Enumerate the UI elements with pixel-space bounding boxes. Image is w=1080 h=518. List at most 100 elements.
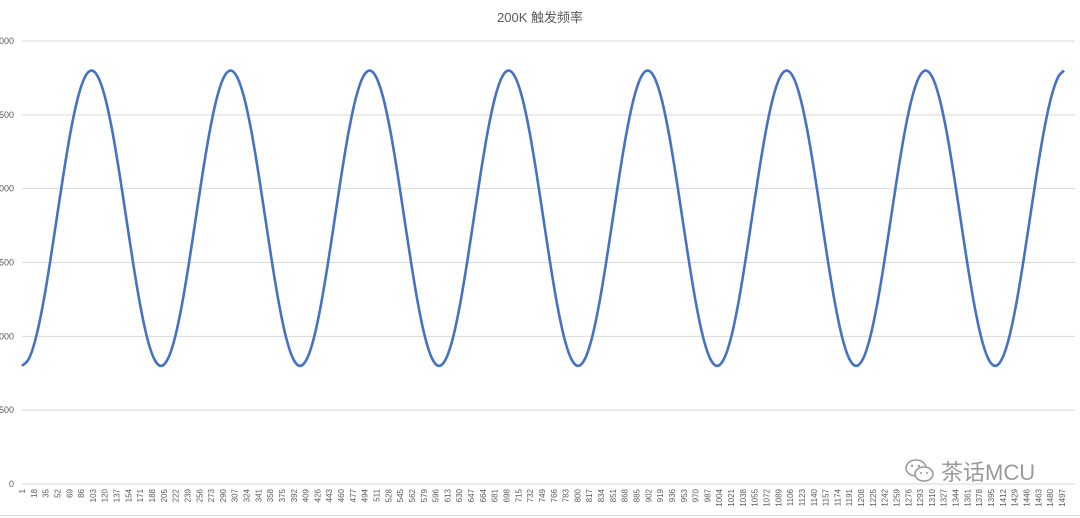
x-tick-label: 222 xyxy=(172,488,181,502)
x-tick-label: 1123 xyxy=(798,488,807,506)
x-tick-label: 1157 xyxy=(822,488,831,506)
x-tick-label: 936 xyxy=(668,488,677,502)
x-tick-label: 1055 xyxy=(751,488,760,506)
x-tick-label: 1361 xyxy=(963,488,972,506)
x-tick-label: 902 xyxy=(644,488,653,502)
x-tick-label: 596 xyxy=(432,488,441,502)
x-tick-label: 1242 xyxy=(881,488,890,506)
x-tick-label: 613 xyxy=(443,488,452,502)
x-tick-label: 715 xyxy=(514,488,523,502)
x-tick-label: 1463 xyxy=(1034,488,1043,506)
x-tick-label: 868 xyxy=(621,488,630,502)
x-tick-label: 239 xyxy=(183,488,192,502)
x-tick-label: 953 xyxy=(680,488,689,502)
x-tick-label: 1208 xyxy=(857,488,866,506)
x-tick-label: 69 xyxy=(65,488,74,497)
x-tick-label: 120 xyxy=(101,488,110,502)
y-tick-label: 0 xyxy=(9,479,14,489)
x-tick-label: 358 xyxy=(266,488,275,502)
x-tick-label: 1106 xyxy=(786,488,795,506)
x-tick-label: 171 xyxy=(136,488,145,502)
x-tick-label: 1480 xyxy=(1046,488,1055,506)
x-tick-label: 341 xyxy=(254,488,263,502)
x-tick-label: 1429 xyxy=(1011,488,1020,506)
x-tick-label: 1089 xyxy=(774,488,783,506)
x-tick-label: 1293 xyxy=(916,488,925,506)
x-tick-label: 749 xyxy=(538,488,547,502)
x-tick-label: 154 xyxy=(124,488,133,502)
x-tick-label: 545 xyxy=(396,488,405,502)
x-tick-label: 987 xyxy=(703,488,712,502)
x-tick-label: 1038 xyxy=(739,488,748,506)
x-tick-label: 477 xyxy=(349,488,358,502)
x-tick-label: 766 xyxy=(550,488,559,502)
x-tick-label: 188 xyxy=(148,488,157,502)
x-tick-label: 1395 xyxy=(987,488,996,506)
x-tick-label: 1225 xyxy=(869,488,878,506)
x-tick-label: 409 xyxy=(302,488,311,502)
x-tick-label: 494 xyxy=(361,488,370,502)
x-tick-label: 1174 xyxy=(833,488,842,506)
watermark-text: 茶话MCU xyxy=(941,460,1036,485)
x-tick-label: 851 xyxy=(609,488,618,502)
y-tick-label: 2000 xyxy=(0,184,14,194)
x-tick-label: 1446 xyxy=(1022,488,1031,506)
x-tick-label: 511 xyxy=(373,488,382,501)
x-tick-label: 919 xyxy=(656,488,665,502)
x-tick-label: 817 xyxy=(585,488,594,502)
x-tick-label: 630 xyxy=(455,488,464,502)
x-tick-label: 1344 xyxy=(952,488,961,506)
chart-title: 200K 触发频率 xyxy=(497,10,583,25)
y-tick-label: 1000 xyxy=(0,331,14,341)
x-tick-label: 307 xyxy=(231,488,240,502)
x-tick-label: 290 xyxy=(219,488,228,502)
x-tick-label: 1140 xyxy=(810,488,819,506)
x-tick-label: 1276 xyxy=(904,488,913,506)
x-tick-label: 460 xyxy=(337,488,346,502)
divider xyxy=(0,515,1080,516)
y-tick-label: 3000 xyxy=(0,36,14,46)
x-tick-label: 1004 xyxy=(715,488,724,506)
x-tick-label: 443 xyxy=(325,488,334,502)
x-tick-label: 18 xyxy=(30,488,39,497)
wechat-icon xyxy=(905,459,934,482)
x-tick-label: 103 xyxy=(89,488,98,502)
x-tick-label: 783 xyxy=(562,488,571,502)
x-tick-label: 1378 xyxy=(975,488,984,506)
x-tick-label: 1 xyxy=(18,488,27,493)
x-tick-label: 681 xyxy=(491,488,500,502)
x-tick-label: 528 xyxy=(384,488,393,502)
x-tick-label: 426 xyxy=(313,488,322,502)
x-tick-label: 579 xyxy=(420,488,429,502)
x-tick-label: 732 xyxy=(526,488,535,502)
x-tick-label: 392 xyxy=(290,488,299,502)
x-tick-label: 1021 xyxy=(727,488,736,506)
x-tick-label: 375 xyxy=(278,488,287,502)
x-tick-label: 86 xyxy=(77,488,86,497)
x-tick-label: 137 xyxy=(113,488,122,502)
x-tick-label: 1259 xyxy=(892,488,901,506)
x-tick-label: 562 xyxy=(408,488,417,502)
x-tick-label: 1412 xyxy=(999,488,1008,506)
x-tick-label: 256 xyxy=(195,488,204,502)
x-tick-label: 52 xyxy=(53,488,62,497)
x-tick-label: 834 xyxy=(597,488,606,502)
x-tick-label: 1072 xyxy=(762,488,771,506)
x-tick-label: 1191 xyxy=(845,488,854,506)
y-tick-label: 500 xyxy=(0,405,14,415)
watermark: 茶话MCU xyxy=(905,455,1035,487)
x-tick-label: 1497 xyxy=(1058,488,1067,506)
x-tick-label: 1310 xyxy=(928,488,937,506)
x-tick-label: 205 xyxy=(160,488,169,502)
x-tick-label: 800 xyxy=(573,488,582,502)
x-tick-label: 698 xyxy=(503,488,512,502)
x-tick-label: 273 xyxy=(207,488,216,502)
x-tick-label: 970 xyxy=(692,488,701,502)
x-tick-label: 1327 xyxy=(940,488,949,506)
y-tick-label: 1500 xyxy=(0,258,14,268)
x-tick-label: 664 xyxy=(479,488,488,502)
x-tick-label: 324 xyxy=(243,488,252,502)
x-tick-label: 647 xyxy=(467,488,476,502)
x-tick-label: 35 xyxy=(42,488,51,497)
